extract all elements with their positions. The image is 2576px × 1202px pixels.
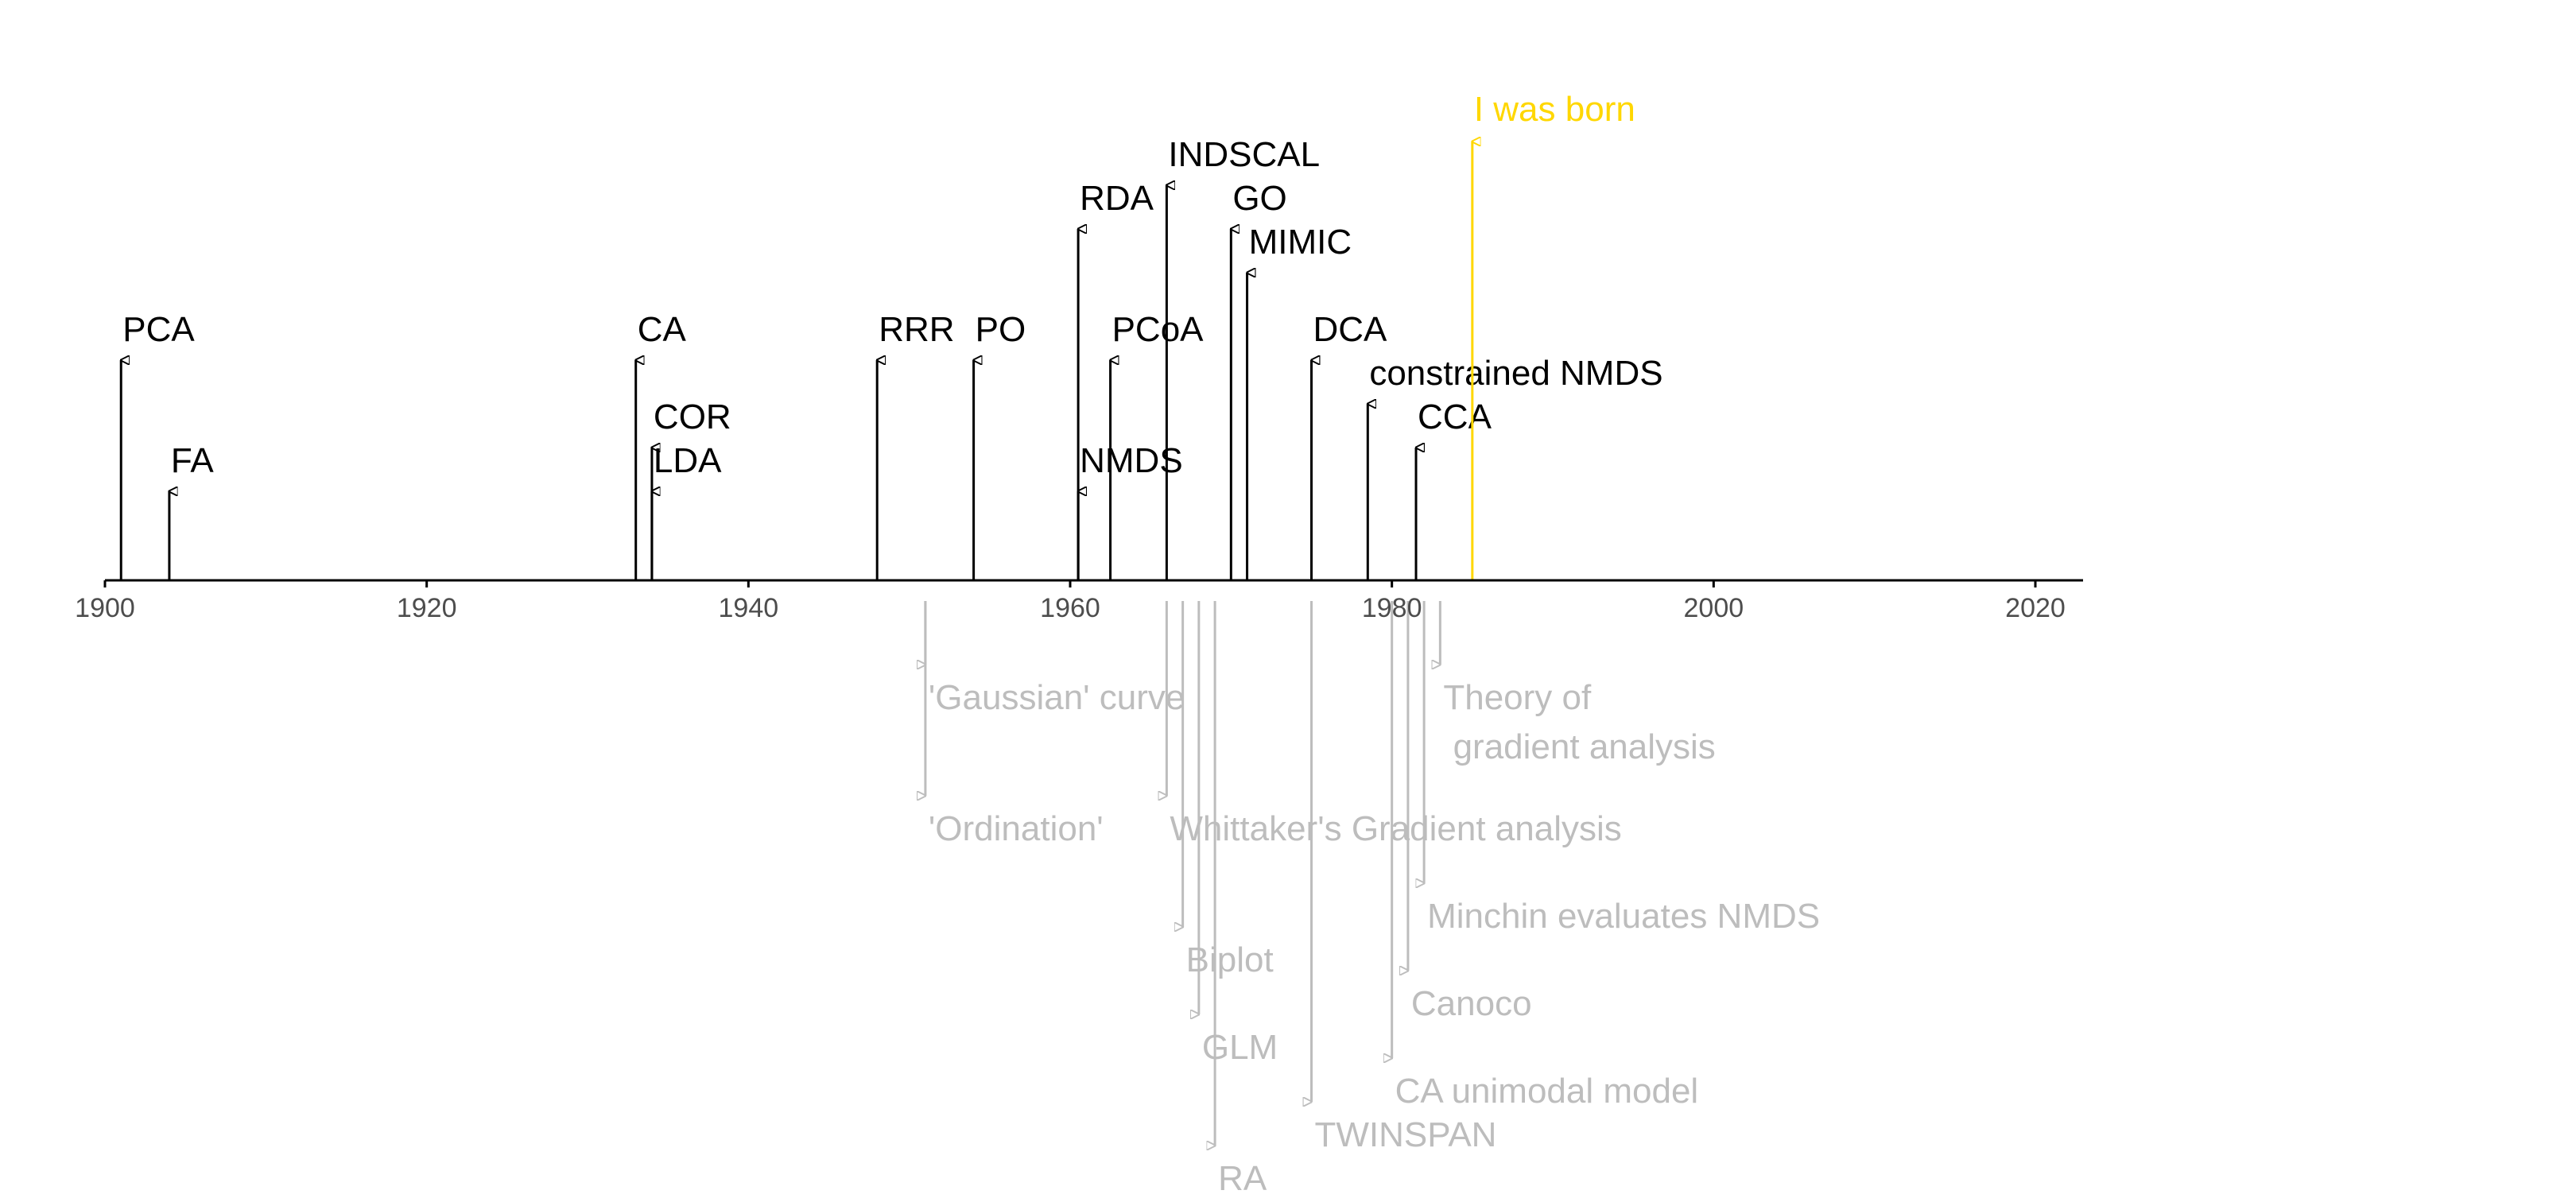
event-label-twinspan: TWINSPAN [1315, 1115, 1497, 1154]
method-label-go: GO [1232, 179, 1286, 218]
event-label-theory-of-gradient-analysis: Theory of gradient analysis [1443, 678, 1715, 766]
method-label-pca: PCA [122, 310, 195, 349]
event-label-biplot: Biplot [1186, 940, 1274, 979]
x-tick-label-1900: 1900 [75, 593, 135, 623]
highlight-layer: I was born [1471, 90, 1635, 580]
event-label-ordination: 'Ordination' [929, 809, 1104, 848]
method-label-mimic: MIMIC [1249, 223, 1352, 262]
x-axis: 1900 1920 1940 1960 1980 2000 2020 [75, 579, 2083, 623]
method-label-rda: RDA [1080, 179, 1154, 218]
method-label-pcoa: PCoA [1112, 310, 1205, 349]
event-label-minchin-evaluates-nmds: Minchin evaluates NMDS [1427, 897, 1820, 936]
method-label-rrr: RRR [879, 310, 954, 349]
event-label-glm: GLM [1202, 1028, 1278, 1067]
method-label-lda: LDA [654, 441, 722, 480]
x-tick-label-1980: 1980 [1362, 593, 1422, 623]
highlight-label: I was born [1474, 90, 1635, 129]
method-label-po: PO [976, 310, 1026, 349]
x-tick-label-2000: 2000 [1684, 593, 1744, 623]
event-label-ra: RA [1218, 1159, 1267, 1198]
method-label-cor: COR [654, 397, 731, 436]
event-label-ca-unimodal-model: CA unimodal model [1395, 1072, 1699, 1111]
method-label-cca: CCA [1418, 397, 1492, 436]
x-tick-label-1960: 1960 [1040, 593, 1100, 623]
method-label-ca: CA [638, 310, 687, 349]
events-layer: 'Gaussian' curve 'Ordination' Theory of gr… [925, 601, 1820, 1198]
x-tick-label-2020: 2020 [2005, 593, 2066, 623]
event-label-whittaker-s-gradient-analysis: Whittaker's Gradient analysis [1170, 809, 1621, 848]
event-label-canoco: Canoco [1411, 984, 1532, 1023]
method-label-dca: DCA [1313, 310, 1388, 349]
event-label-gaussian-curve: 'Gaussian' curve [929, 678, 1185, 717]
x-tick-label-1920: 1920 [397, 593, 457, 623]
method-label-indscal: INDSCAL [1168, 135, 1320, 174]
x-tick-label-1940: 1940 [719, 593, 779, 623]
method-label-constrained-nmds: constrained NMDS [1369, 354, 1662, 393]
method-label-fa: FA [171, 441, 214, 480]
